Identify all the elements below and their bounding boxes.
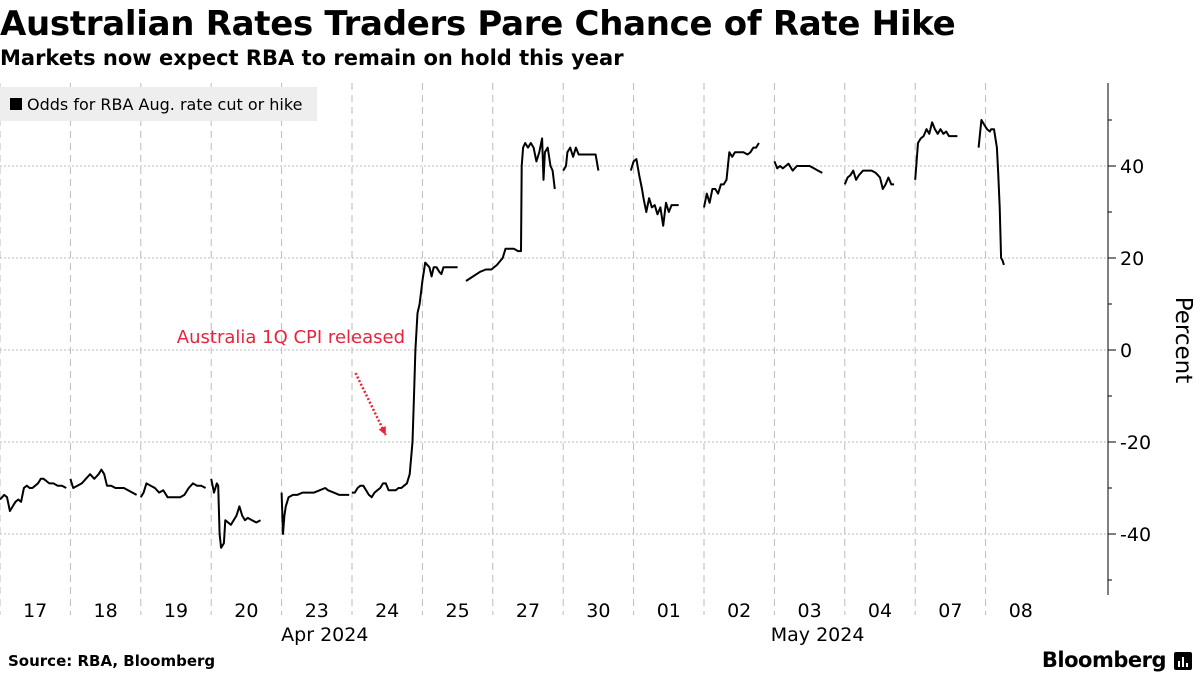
bloomberg-logo: Bloomberg (1041, 648, 1167, 672)
x-tick-label: 02 (727, 600, 751, 622)
series-line (703, 142, 760, 208)
series-line (773, 161, 823, 174)
x-tick-label: 04 (868, 600, 892, 622)
bloomberg-chart-icon (1174, 652, 1192, 670)
y-tick-label: 0 (1120, 340, 1132, 362)
annotation-label: Australia 1Q CPI released (177, 327, 405, 348)
x-tick-label: 03 (798, 600, 822, 622)
x-tick-label: 08 (1009, 600, 1033, 622)
series-line (629, 158, 679, 227)
series-line (352, 261, 458, 499)
annotation-arrow (354, 372, 387, 436)
x-tick-label: 25 (446, 600, 470, 622)
series-line (0, 477, 67, 512)
series-line (69, 468, 138, 496)
x-tick-label: 27 (516, 600, 540, 622)
series-line (210, 478, 261, 549)
x-tick-label: 18 (94, 600, 118, 622)
y-axis-title: Percent (1170, 297, 1196, 384)
x-tick-label: 20 (234, 600, 258, 622)
legend-swatch (10, 98, 22, 110)
x-tick-label: 07 (938, 600, 962, 622)
x-tick-label: 17 (23, 600, 47, 622)
x-tick-label: 23 (305, 600, 329, 622)
x-tick-label: 30 (586, 600, 610, 622)
y-tick-label: 20 (1120, 248, 1144, 270)
series-line (977, 119, 1005, 266)
annotation-arrowhead (378, 426, 386, 436)
series-line (843, 169, 895, 190)
chart-subtitle: Markets now expect RBA to remain on hold… (0, 46, 624, 70)
chart-legend: Odds for RBA Aug. rate cut or hike (0, 87, 317, 121)
chart-title: Australian Rates Traders Pare Chance of … (0, 4, 956, 44)
series-line (562, 146, 600, 172)
source-note: Source: RBA, Bloomberg (8, 652, 216, 670)
x-tick-label: 24 (375, 600, 399, 622)
y-tick-label: 40 (1120, 156, 1144, 178)
x-month-label: Apr 2024 (281, 624, 368, 646)
series-line (280, 487, 350, 535)
series-line (139, 482, 207, 499)
y-tick-label: -20 (1120, 432, 1151, 454)
y-tick-label: -40 (1120, 524, 1151, 546)
x-month-label: May 2024 (771, 624, 865, 646)
series-line (914, 121, 958, 180)
series-line (465, 137, 556, 282)
x-tick-label: 19 (164, 600, 188, 622)
legend-label: Odds for RBA Aug. rate cut or hike (27, 94, 303, 114)
x-tick-label: 01 (657, 600, 681, 622)
